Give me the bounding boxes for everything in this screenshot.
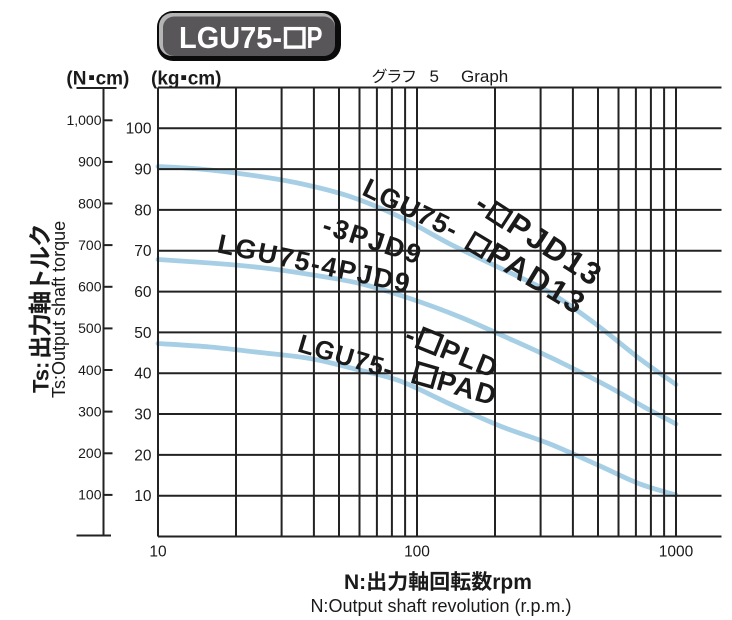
svg-text:Ts:Output shaft torque: Ts:Output shaft torque bbox=[49, 221, 69, 398]
svg-text:400: 400 bbox=[78, 362, 102, 378]
svg-text:40: 40 bbox=[134, 366, 152, 383]
svg-text:30: 30 bbox=[134, 406, 152, 423]
svg-text:LGU75-: LGU75- bbox=[179, 20, 282, 55]
svg-text:700: 700 bbox=[78, 237, 102, 253]
svg-text:800: 800 bbox=[78, 195, 102, 211]
svg-text:60: 60 bbox=[134, 284, 152, 301]
svg-text:rpm: rpm bbox=[492, 571, 532, 594]
svg-text:1000: 1000 bbox=[659, 544, 694, 561]
svg-text:20: 20 bbox=[134, 447, 152, 464]
svg-text:500: 500 bbox=[78, 320, 102, 336]
svg-text:100: 100 bbox=[404, 544, 430, 561]
svg-text:cm): cm) bbox=[96, 69, 130, 90]
svg-text:100: 100 bbox=[126, 121, 152, 138]
svg-text:N:Output shaft revolution (r.p: N:Output shaft revolution (r.p.m.) bbox=[310, 596, 571, 616]
svg-text:cm): cm) bbox=[188, 69, 222, 90]
svg-text:(N: (N bbox=[66, 69, 86, 90]
svg-text:200: 200 bbox=[78, 445, 102, 461]
svg-text:100: 100 bbox=[78, 487, 102, 503]
svg-text:P: P bbox=[307, 20, 323, 55]
svg-text:300: 300 bbox=[78, 403, 102, 419]
svg-text:5: 5 bbox=[430, 67, 439, 86]
svg-text:Ts:: Ts: bbox=[29, 362, 54, 393]
svg-text:70: 70 bbox=[134, 243, 152, 260]
svg-text:1,000: 1,000 bbox=[66, 112, 101, 128]
svg-text:N:: N: bbox=[344, 571, 366, 594]
svg-text:600: 600 bbox=[78, 279, 102, 295]
svg-text:(kg: (kg bbox=[151, 69, 180, 90]
svg-text:10: 10 bbox=[149, 544, 167, 561]
svg-text:50: 50 bbox=[134, 325, 152, 342]
svg-text:80: 80 bbox=[134, 202, 152, 219]
svg-text:10: 10 bbox=[134, 488, 152, 505]
svg-text:Graph: Graph bbox=[461, 67, 508, 86]
svg-text:900: 900 bbox=[78, 154, 102, 170]
svg-text:90: 90 bbox=[134, 162, 152, 179]
